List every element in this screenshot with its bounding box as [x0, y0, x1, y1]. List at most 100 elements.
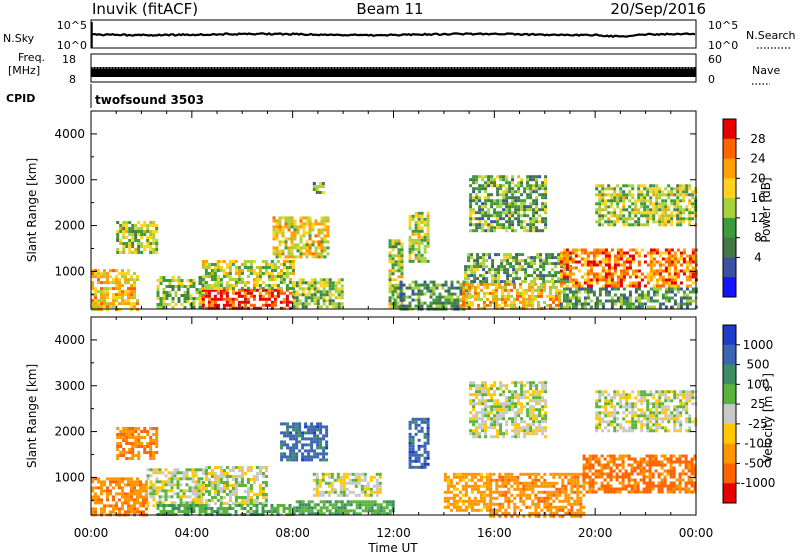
power-data-cell: [619, 251, 623, 255]
power-data-cell: [155, 227, 159, 230]
power-data-cell: [103, 302, 106, 306]
power-data-cell: [497, 268, 501, 272]
power-data-cell: [299, 225, 303, 229]
power-data-cell: [616, 220, 620, 224]
velocity-data-cell: [261, 502, 265, 505]
velocity-data-cell: [513, 502, 517, 506]
power-data-cell: [607, 257, 611, 261]
power-data-cell: [566, 280, 570, 284]
velocity-data-cell: [316, 434, 320, 438]
power-data-cell: [520, 199, 524, 203]
power-data-cell: [278, 243, 282, 247]
power-data-cell: [535, 217, 539, 221]
velocity-data-cell: [156, 507, 160, 510]
power-data-cell: [652, 220, 656, 224]
power-data-cell: [619, 275, 623, 279]
velocity-data-cell: [304, 506, 308, 510]
power-data-cell: [664, 281, 668, 285]
velocity-data-cell: [240, 496, 244, 499]
velocity-data-cell: [485, 508, 489, 512]
velocity-data-cell: [446, 478, 450, 482]
power-data-cell: [676, 214, 680, 218]
power-data-cell: [640, 305, 644, 309]
velocity-data-cell: [125, 430, 129, 433]
velocity-data-cell: [375, 481, 379, 485]
power-data-cell: [679, 296, 683, 300]
power-data-cell: [91, 284, 94, 288]
velocity-data-cell: [243, 496, 247, 499]
power-data-cell: [130, 284, 133, 288]
power-data-cell: [604, 254, 608, 258]
power-data-cell: [670, 284, 674, 288]
power-data-cell: [538, 175, 542, 179]
power-data-cell: [470, 280, 474, 284]
velocity-data-cell: [225, 475, 229, 478]
power-data-cell: [273, 303, 277, 307]
velocity-data-cell: [222, 469, 226, 472]
power-data-cell: [408, 247, 412, 251]
power-data-cell: [210, 272, 214, 275]
power-data-cell: [319, 293, 323, 297]
power-data-cell: [637, 302, 641, 306]
power-data-cell: [411, 292, 415, 296]
power-data-cell: [116, 236, 120, 239]
power-data-cell: [545, 259, 549, 263]
power-data-cell: [652, 202, 656, 206]
power-data-cell: [682, 184, 686, 188]
velocity-data-cell: [489, 502, 493, 506]
power-data-cell: [414, 304, 418, 308]
velocity-data-cell: [361, 503, 365, 507]
power-data-cell: [524, 259, 528, 263]
power-data-cell: [523, 220, 527, 224]
velocity-data-cell: [276, 504, 280, 507]
power-data-cell: [152, 236, 156, 239]
power-data-cell: [402, 283, 406, 287]
power-data-cell: [118, 278, 121, 282]
velocity-data-cell: [231, 502, 235, 505]
velocity-data-cell: [301, 443, 305, 447]
power-data-cell: [482, 274, 486, 278]
power-data-cell: [628, 199, 632, 203]
velocity-data-cell: [237, 504, 241, 507]
power-data-cell: [192, 303, 196, 306]
power-data-cell: [688, 260, 692, 264]
power-data-cell: [219, 284, 223, 287]
power-data-cell: [388, 281, 392, 285]
power-data-cell: [426, 226, 430, 230]
velocity-data-cell: [149, 445, 153, 448]
velocity-data-cell: [346, 500, 350, 504]
velocity-data-cell: [316, 428, 320, 432]
power-data-cell: [426, 289, 430, 293]
power-data-cell: [468, 294, 471, 298]
power-data-cell: [691, 196, 695, 200]
power-data-cell: [321, 191, 325, 194]
velocity-data-cell: [261, 510, 265, 513]
power-data-cell: [510, 288, 513, 292]
velocity-data-cell: [348, 490, 352, 494]
power-data-cell: [691, 254, 695, 258]
velocity-data-cell: [127, 480, 130, 484]
velocity-data-cell: [316, 425, 320, 429]
power-colorbar-tick-label: 8: [754, 231, 762, 245]
power-data-cell: [426, 241, 430, 245]
power-data-cell: [394, 260, 398, 264]
power-data-cell: [456, 280, 460, 284]
power-data-cell: [607, 217, 611, 221]
power-data-cell: [225, 294, 229, 298]
velocity-data-cell: [501, 490, 505, 494]
velocity-data-cell: [183, 510, 187, 513]
velocity-data-cell: [194, 474, 198, 478]
power-data-cell: [331, 293, 335, 297]
velocity-data-cell: [420, 420, 424, 424]
power-data-cell: [511, 223, 515, 227]
velocity-data-cell: [273, 507, 277, 510]
velocity-data-cell: [464, 472, 468, 476]
velocity-data-cell: [127, 492, 130, 496]
velocity-data-cell: [179, 471, 183, 475]
power-data-cell: [444, 289, 448, 293]
velocity-data-cell: [283, 422, 287, 426]
velocity-data-cell: [315, 481, 319, 485]
power-data-cell: [655, 184, 659, 188]
velocity-data-cell: [249, 466, 253, 469]
power-data-cell: [100, 287, 103, 291]
